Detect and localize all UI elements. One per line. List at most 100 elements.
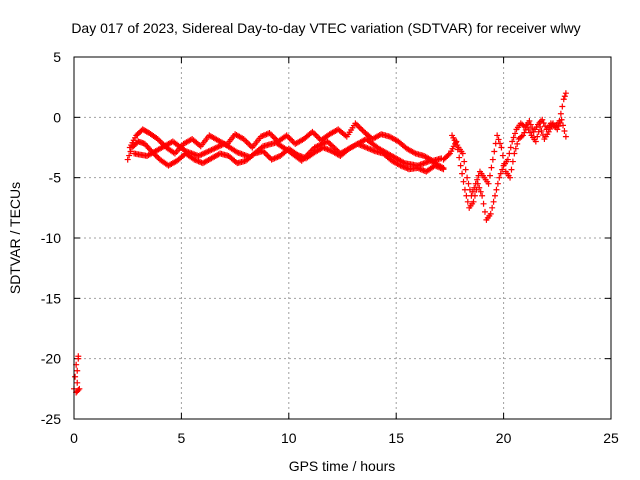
data-point: [75, 353, 82, 360]
data-point: [479, 192, 486, 199]
data-point: [246, 141, 253, 148]
x-tick-label: 5: [178, 430, 186, 446]
data-point: [532, 138, 539, 145]
data-point: [491, 148, 498, 155]
data-point: [496, 174, 503, 181]
data-point: [267, 131, 274, 138]
data-point: [270, 134, 277, 141]
data-point: [461, 158, 468, 165]
data-point: [521, 129, 528, 136]
data-point: [440, 165, 447, 172]
data-point: [243, 138, 250, 145]
data-point: [562, 90, 569, 97]
data-point: [499, 166, 506, 173]
y-tick-label: -5: [49, 170, 62, 186]
data-point: [490, 198, 497, 205]
data-point: [481, 208, 488, 215]
data-point: [154, 153, 161, 160]
data-point: [488, 164, 495, 171]
x-tick-label: 20: [496, 430, 512, 446]
data-point: [504, 156, 511, 163]
axis-ticks: 0 5 10 15 20 25 5 0 -5 -10 -15 -20 -25: [41, 49, 619, 446]
data-point: [485, 180, 492, 187]
data-point: [507, 174, 514, 181]
y-tick-label: -15: [41, 290, 61, 306]
data-point: [497, 170, 504, 177]
data-point: [465, 180, 472, 187]
series-early-segment: [71, 353, 83, 396]
data-point: [510, 134, 517, 141]
data-point: [494, 132, 501, 139]
data-point: [489, 204, 496, 211]
data-points: [71, 90, 569, 396]
data-point: [461, 186, 468, 193]
data-point: [512, 130, 519, 137]
data-point: [512, 145, 519, 152]
data-point: [264, 152, 271, 159]
data-point: [514, 140, 521, 147]
data-point: [526, 117, 533, 124]
data-point: [561, 128, 568, 135]
data-point: [535, 128, 542, 135]
x-tick-label: 10: [281, 430, 297, 446]
grid-lines: [74, 57, 611, 419]
data-point: [501, 160, 508, 167]
data-point: [476, 184, 483, 191]
data-point: [474, 176, 481, 183]
data-point: [542, 123, 549, 130]
data-point: [459, 170, 466, 177]
data-point: [74, 379, 81, 386]
data-point: [493, 186, 500, 193]
data-point: [462, 166, 469, 173]
y-tick-label: -20: [41, 351, 61, 367]
series-dip-segment: [440, 90, 569, 223]
data-point: [507, 144, 514, 151]
data-point: [124, 156, 131, 163]
y-tick-label: -10: [41, 230, 61, 246]
data-point: [457, 162, 464, 169]
data-point: [353, 121, 360, 128]
data-point: [509, 138, 516, 145]
data-point: [468, 192, 475, 199]
data-point: [244, 140, 251, 147]
x-tick-label: 25: [603, 430, 619, 446]
data-point: [74, 388, 81, 395]
data-point: [559, 103, 566, 110]
data-point: [529, 125, 536, 132]
data-point: [355, 123, 362, 130]
data-point: [562, 133, 569, 140]
data-point: [261, 149, 268, 156]
data-point: [486, 172, 493, 179]
data-point: [464, 198, 471, 205]
data-point: [313, 133, 320, 140]
chart-title: Day 017 of 2023, Sidereal Day-to-day VTE…: [71, 20, 580, 36]
data-point: [508, 166, 515, 173]
data-point: [511, 150, 518, 157]
data-point: [561, 93, 568, 100]
data-point: [126, 152, 133, 159]
x-tick-label: 15: [388, 430, 404, 446]
y-axis-title: SDTVAR / TECUs: [7, 182, 23, 294]
data-point: [459, 150, 466, 157]
data-point: [537, 123, 544, 130]
data-point: [285, 133, 292, 140]
y-tick-label: 5: [53, 49, 61, 65]
data-point: [555, 123, 562, 130]
data-point: [487, 210, 494, 217]
plot-frame: [73, 56, 612, 420]
data-point: [492, 192, 499, 199]
data-point: [558, 116, 565, 123]
data-point: [74, 367, 81, 374]
data-point: [358, 125, 365, 132]
data-point: [527, 121, 534, 128]
x-axis-title: GPS time / hours: [289, 458, 396, 474]
data-point: [489, 156, 496, 163]
data-point: [540, 119, 547, 126]
data-point: [499, 152, 506, 159]
data-point: [509, 158, 516, 165]
data-point: [470, 198, 477, 205]
x-tick-label: 0: [70, 430, 78, 446]
data-point: [356, 124, 363, 131]
data-point: [534, 133, 541, 140]
